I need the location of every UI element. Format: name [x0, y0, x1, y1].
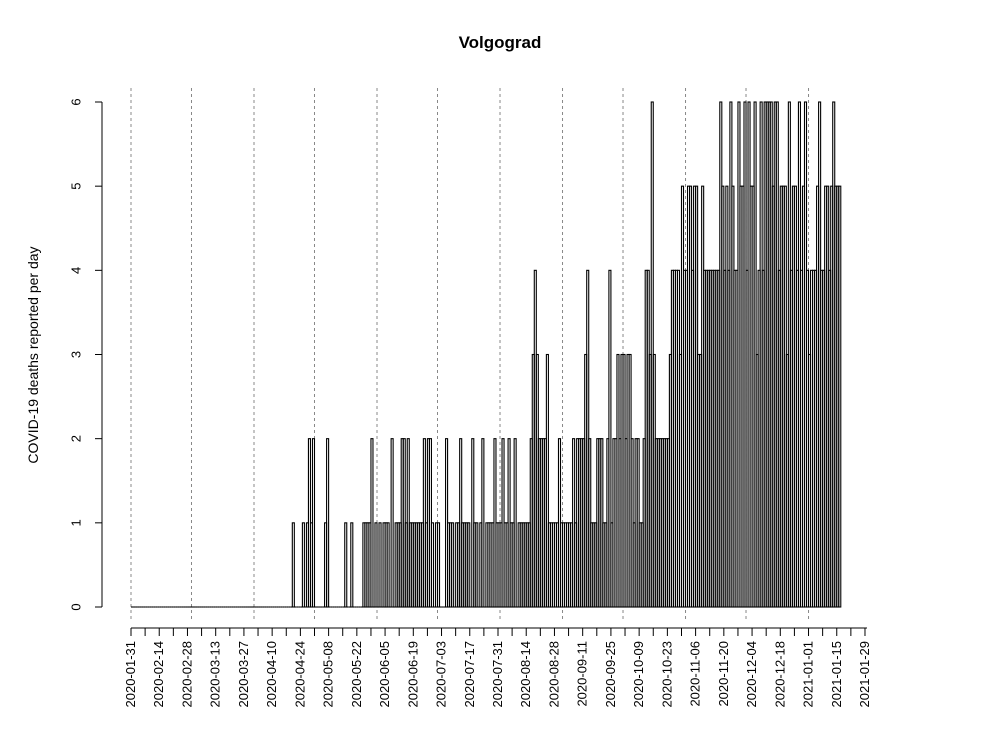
bar	[390, 438, 394, 608]
chart-title: Volgograd	[459, 33, 542, 52]
bar	[344, 522, 348, 608]
bar	[481, 438, 485, 608]
bar	[467, 522, 471, 608]
bar	[451, 522, 455, 608]
x-tick-label: 2020-09-11	[575, 641, 590, 707]
y-tick-label: 1	[69, 519, 84, 526]
bar	[291, 522, 295, 608]
x-tick-label: 2020-07-17	[462, 641, 477, 708]
bar	[378, 522, 382, 608]
x-tick-label: 2020-07-31	[490, 641, 505, 708]
bars	[131, 101, 842, 608]
x-tick-label: 2020-02-14	[151, 641, 166, 708]
x-tick-label: 2020-08-14	[518, 641, 533, 708]
bar	[838, 185, 842, 608]
x-tick-label: 2020-01-31	[123, 641, 138, 708]
x-tick-label: 2020-02-28	[179, 641, 194, 708]
x-tick-label: 2020-05-22	[349, 641, 364, 708]
bar	[545, 353, 549, 608]
x-tick-label: 2020-08-28	[546, 641, 561, 708]
bar	[326, 438, 330, 608]
bar	[370, 438, 374, 608]
x-tick-label: 2020-04-24	[292, 641, 307, 708]
bar	[311, 438, 316, 608]
y-axis-label: COVID-19 deaths reported per day	[25, 246, 41, 463]
x-tick-label: 2020-06-05	[377, 641, 392, 708]
x-tick-label: 2020-03-27	[236, 641, 251, 708]
bar	[608, 269, 612, 608]
bar	[475, 522, 479, 608]
x-tick-label: 2020-09-25	[603, 641, 618, 708]
x-tick-label: 2020-12-04	[744, 641, 759, 708]
y-tick-label: 5	[69, 183, 84, 190]
x-tick-label: 2020-10-23	[659, 641, 674, 708]
y-tick-label: 2	[69, 435, 84, 442]
x-axis: 2020-01-31 2020-02-14 2020-02-28 2020-03-13…	[123, 627, 872, 708]
y-tick-label: 4	[69, 267, 84, 274]
y-tick-label: 6	[69, 98, 84, 105]
bar	[386, 522, 390, 608]
x-tick-label: 2020-03-13	[208, 641, 223, 708]
x-tick-label: 2020-05-08	[321, 641, 336, 708]
y-axis: 0 1 2 3 4 5 6	[69, 98, 103, 611]
bar	[350, 522, 354, 608]
x-tick-label: 2021-01-29	[857, 641, 872, 708]
x-tick-label: 2020-06-19	[405, 641, 420, 708]
bar	[374, 522, 378, 608]
bar	[430, 522, 435, 608]
x-tick-label: 2020-11-20	[716, 641, 731, 707]
y-tick-label: 3	[69, 351, 84, 358]
bar	[301, 522, 305, 608]
bar	[513, 438, 517, 608]
x-tick-label: 2021-01-15	[829, 641, 844, 708]
x-tick-label: 2020-10-09	[631, 641, 646, 708]
x-tick-label: 2021-01-01	[801, 641, 816, 708]
x-tick-label: 2020-04-10	[264, 641, 279, 708]
x-tick-label: 2020-11-06	[688, 641, 703, 707]
bar	[436, 522, 441, 608]
y-tick-label: 0	[69, 603, 84, 610]
x-tick-label: 2020-12-18	[772, 641, 787, 708]
x-tick-label: 2020-07-03	[434, 641, 449, 708]
